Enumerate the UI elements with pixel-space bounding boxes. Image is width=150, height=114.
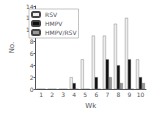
svg-text:0: 0 — [30, 86, 34, 93]
svg-text:10: 10 — [137, 91, 145, 98]
svg-text:8: 8 — [30, 38, 34, 45]
svg-text:RSV: RSV — [45, 11, 58, 18]
svg-text:9: 9 — [128, 91, 132, 98]
svg-text:6: 6 — [30, 50, 34, 57]
svg-text:7: 7 — [105, 91, 109, 98]
svg-text:Wk: Wk — [85, 102, 97, 110]
svg-text:8: 8 — [116, 91, 120, 98]
svg-text:6: 6 — [94, 91, 98, 98]
svg-text:14: 14 — [26, 3, 34, 10]
svg-text:HMPV/RSV: HMPV/RSV — [45, 29, 77, 36]
svg-text:HMPV: HMPV — [45, 20, 63, 27]
svg-text:2: 2 — [50, 91, 54, 98]
svg-text:2: 2 — [30, 74, 34, 81]
svg-text:No.: No. — [8, 42, 16, 54]
svg-text:3: 3 — [61, 91, 65, 98]
svg-text:1: 1 — [39, 91, 43, 98]
svg-text:5: 5 — [83, 91, 87, 98]
svg-text:4: 4 — [30, 62, 34, 69]
svg-text:4: 4 — [72, 91, 76, 98]
